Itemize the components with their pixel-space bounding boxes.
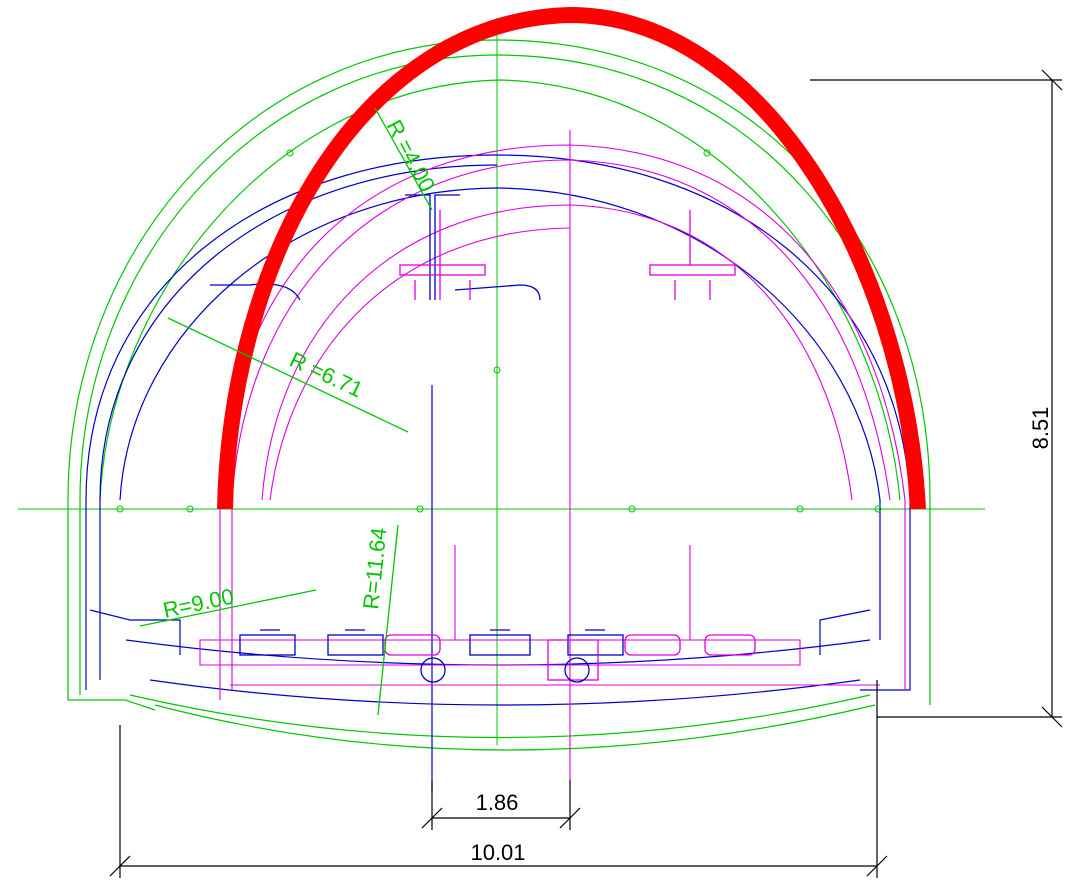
center-lines	[18, 18, 985, 745]
primary-lining-arc	[217, 6, 926, 510]
inner-lining-contours	[85, 154, 911, 790]
height-tick-bottom	[1041, 706, 1063, 728]
rail-fastening-icon	[239, 629, 624, 656]
height-tick-top	[1041, 69, 1063, 91]
right-walkway	[819, 609, 871, 655]
outer-foot-left	[68, 699, 156, 711]
outer-contour-3	[99, 79, 901, 501]
gauge-contour-2	[231, 159, 891, 690]
dimension-lines	[109, 69, 1063, 878]
outer-contour-1	[67, 39, 931, 705]
invert-inner-1	[149, 679, 861, 706]
invert-outer-1	[154, 704, 876, 751]
radius-label-r3: R=9.00	[161, 584, 236, 623]
track-slab	[199, 639, 801, 666]
radius-label-r1: R =4.00	[382, 116, 441, 196]
radius-leader-r1	[374, 107, 433, 211]
inner-contour-2	[99, 164, 498, 680]
width-tick-left	[109, 855, 131, 877]
radius-leader-r3	[139, 589, 317, 627]
invert-outer-2	[129, 694, 871, 739]
gauge-contour-3	[261, 204, 853, 501]
radius-label-r4: R=11.64	[358, 526, 391, 610]
track-bed-line	[125, 639, 871, 666]
width-tick-right	[866, 855, 888, 877]
inner-contour-3	[119, 187, 881, 640]
catenary-support-magenta	[399, 210, 736, 300]
radius-label-r2: R =6.71	[286, 347, 367, 402]
rail-equipment	[210, 194, 756, 683]
left-walkway	[89, 609, 181, 655]
height-dimension-label: 8.51	[1028, 407, 1053, 450]
radius-leaders	[139, 107, 433, 716]
drainage-channel-icon	[420, 657, 590, 683]
spacing-tick-left	[421, 807, 443, 829]
spacing-dimension-label: 1.86	[476, 790, 519, 815]
radius-leader-r4	[377, 524, 399, 716]
radius-leader-r2	[167, 317, 409, 433]
spacing-tick-right	[559, 807, 581, 829]
gauge-contour-4	[269, 227, 571, 501]
width-dimension-label: 10.01	[470, 840, 525, 865]
inner-contour-1	[85, 154, 911, 691]
clearance-gauge	[199, 130, 906, 780]
axis-markers	[116, 149, 882, 513]
